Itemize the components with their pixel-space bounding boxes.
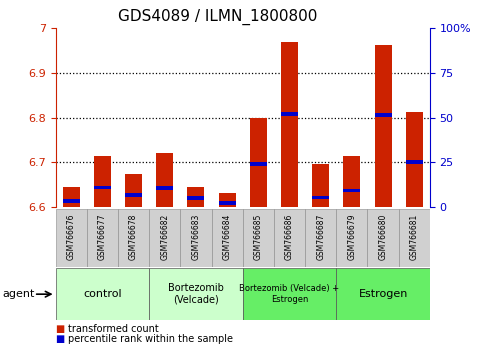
Text: GSM766676: GSM766676 — [67, 213, 76, 260]
Bar — [398, 209, 430, 267]
Text: GSM766680: GSM766680 — [379, 213, 387, 260]
Text: GSM766682: GSM766682 — [160, 213, 169, 260]
Bar — [374, 45, 392, 207]
Bar — [56, 209, 87, 267]
Text: GSM766685: GSM766685 — [254, 213, 263, 260]
Bar — [187, 196, 204, 200]
Bar — [63, 199, 80, 202]
Bar — [149, 268, 242, 320]
Bar — [242, 268, 336, 320]
Text: control: control — [83, 289, 122, 299]
Bar — [212, 209, 242, 267]
Text: agent: agent — [2, 289, 35, 299]
Bar — [125, 193, 142, 197]
Bar — [305, 209, 336, 267]
Bar — [274, 209, 305, 267]
Bar — [336, 268, 430, 320]
Text: GSM766687: GSM766687 — [316, 213, 325, 260]
Text: ■: ■ — [56, 324, 65, 333]
Bar — [125, 173, 142, 207]
Bar — [406, 112, 423, 207]
Bar — [180, 209, 212, 267]
Bar — [87, 209, 118, 267]
Bar — [149, 209, 180, 267]
Bar — [336, 209, 368, 267]
Bar — [281, 112, 298, 116]
Text: GSM766679: GSM766679 — [347, 213, 356, 260]
Bar — [343, 156, 360, 207]
Bar — [187, 187, 204, 207]
Text: GSM766684: GSM766684 — [223, 213, 232, 260]
Text: ■: ■ — [56, 334, 65, 344]
Bar — [94, 185, 111, 189]
Bar — [94, 156, 111, 207]
Bar — [374, 113, 392, 117]
Bar — [156, 154, 173, 207]
Text: GSM766686: GSM766686 — [285, 213, 294, 260]
Bar — [218, 193, 236, 207]
Text: Bortezomib
(Velcade): Bortezomib (Velcade) — [168, 283, 224, 305]
Text: GSM766678: GSM766678 — [129, 213, 138, 260]
Bar — [218, 201, 236, 205]
Bar — [63, 187, 80, 207]
Bar — [56, 268, 149, 320]
Text: Estrogen: Estrogen — [358, 289, 408, 299]
Text: GSM766677: GSM766677 — [98, 213, 107, 260]
Bar — [250, 162, 267, 166]
Text: GSM766681: GSM766681 — [410, 213, 419, 260]
Bar — [312, 164, 329, 207]
Bar — [312, 196, 329, 200]
Text: Bortezomib (Velcade) +
Estrogen: Bortezomib (Velcade) + Estrogen — [240, 285, 340, 304]
Bar — [343, 189, 360, 192]
Bar — [368, 209, 398, 267]
Bar — [281, 42, 298, 207]
Bar — [242, 209, 274, 267]
Bar — [406, 160, 423, 164]
Bar — [156, 186, 173, 190]
Text: transformed count: transformed count — [68, 324, 158, 333]
Text: GSM766683: GSM766683 — [191, 213, 200, 260]
Bar — [250, 118, 267, 207]
Bar — [118, 209, 149, 267]
Text: GDS4089 / ILMN_1800800: GDS4089 / ILMN_1800800 — [118, 9, 317, 25]
Text: percentile rank within the sample: percentile rank within the sample — [68, 334, 233, 344]
